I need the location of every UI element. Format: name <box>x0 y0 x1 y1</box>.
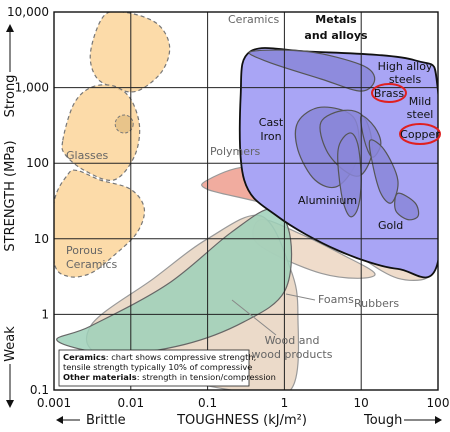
label-brass: Brass <box>374 87 405 100</box>
y-tick-label: 0.1 <box>30 383 49 397</box>
label-high-alloy-line2: steels <box>389 73 422 86</box>
label-ceramics: Ceramics <box>228 13 280 26</box>
strong-end-label: Strong <box>3 24 18 117</box>
y-axis-title: STRENGTH (MPa) <box>3 140 18 251</box>
x-tick-label: 1 <box>281 396 289 410</box>
region-aluminium <box>337 132 362 218</box>
x-tick-label: 100 <box>427 396 450 410</box>
y-tick-label: 100 <box>26 156 49 170</box>
note-line-1-bold: Ceramics <box>63 352 106 362</box>
label-gold: Gold <box>378 219 403 232</box>
label-metals-line2: and alloys <box>304 29 368 42</box>
region-ceramics <box>89 12 171 93</box>
brittle-label: Brittle <box>86 413 126 428</box>
region-glasses <box>61 84 141 181</box>
foams-leader-line <box>285 293 316 301</box>
material-regions <box>54 12 438 390</box>
label-porous-line2: Ceramics <box>66 258 118 271</box>
x-tick-label: 0.01 <box>117 396 144 410</box>
x-tick-labels: 0.001 0.01 0.1 1 10 100 <box>37 396 450 410</box>
y-tick-label: 1,000 <box>15 81 49 95</box>
wood-leader-line <box>231 299 277 336</box>
plot-frame <box>53 11 439 391</box>
region-gold <box>394 192 420 221</box>
weak-arrow-head <box>6 400 14 408</box>
note-line-1: Ceramics: chart shows compressive streng… <box>63 352 256 362</box>
tough-arrow-head <box>435 416 442 424</box>
label-mild-line1: Mild <box>409 95 432 108</box>
glasses-core-marker <box>114 114 134 134</box>
label-rubbers: Rubbers <box>354 297 399 310</box>
grid-lines <box>54 12 438 390</box>
note-line-3-text: : strength in tension/compression <box>137 372 276 382</box>
region-high-alloy-steels <box>248 49 376 92</box>
brittle-end-label: Brittle <box>56 413 126 428</box>
label-metals-line1: Metals <box>315 13 357 26</box>
copper-highlight-circle <box>399 123 441 145</box>
note-line-2-text: tensile strength typically 10% of compre… <box>63 362 252 372</box>
brittle-arrow-head <box>56 416 63 424</box>
y-tick-label: 10 <box>34 232 49 246</box>
region-porous-ceramics <box>54 169 146 278</box>
label-cast-line2: Iron <box>260 130 281 143</box>
note-box-frame <box>58 349 250 387</box>
tough-label: Tough <box>363 413 402 428</box>
label-foams: Foams <box>318 293 354 306</box>
label-glasses: Glasses <box>66 149 109 162</box>
label-aluminium: Aluminium <box>298 194 357 207</box>
x-tick-label: 0.1 <box>198 396 217 410</box>
note-line-2: tensile strength typically 10% of compre… <box>63 362 252 372</box>
note-line-1-text: : chart shows compressive strength, <box>106 352 257 362</box>
x-tick-label: 10 <box>354 396 369 410</box>
x-axis-title: TOUGHNESS (kJ/m²) <box>176 413 307 428</box>
note-line-3-bold: Other materials <box>63 372 137 382</box>
x-axis-title-text: TOUGHNESS (kJ/m²) <box>176 413 307 428</box>
tough-end-label: Tough <box>363 413 442 428</box>
brass-highlight-circle <box>371 83 407 103</box>
label-porous-line1: Porous <box>66 244 103 257</box>
y-tick-labels: 10,000 1,000 100 10 1 0.1 <box>7 5 49 397</box>
x-tick-label: 0.001 <box>37 396 71 410</box>
weak-end-label: Weak <box>3 326 18 408</box>
label-wood-line2: wood products <box>252 348 333 361</box>
strong-arrow-head <box>6 24 14 32</box>
label-high-alloy-line1: High alloy <box>378 60 433 73</box>
y-tick-label: 1 <box>41 307 49 321</box>
label-copper: Copper <box>400 128 440 141</box>
weak-label: Weak <box>3 326 18 362</box>
y-tick-label: 10,000 <box>7 5 49 19</box>
strong-label: Strong <box>3 75 18 118</box>
label-cast-line1: Cast <box>259 116 284 129</box>
note-box: Ceramics: chart shows compressive streng… <box>58 349 276 387</box>
label-polymers: Polymers <box>210 145 261 158</box>
label-wood-line1: Wood and <box>265 334 320 347</box>
note-line-3: Other materials: strength in tension/com… <box>63 372 276 382</box>
label-mild-line2: steel <box>407 108 434 121</box>
